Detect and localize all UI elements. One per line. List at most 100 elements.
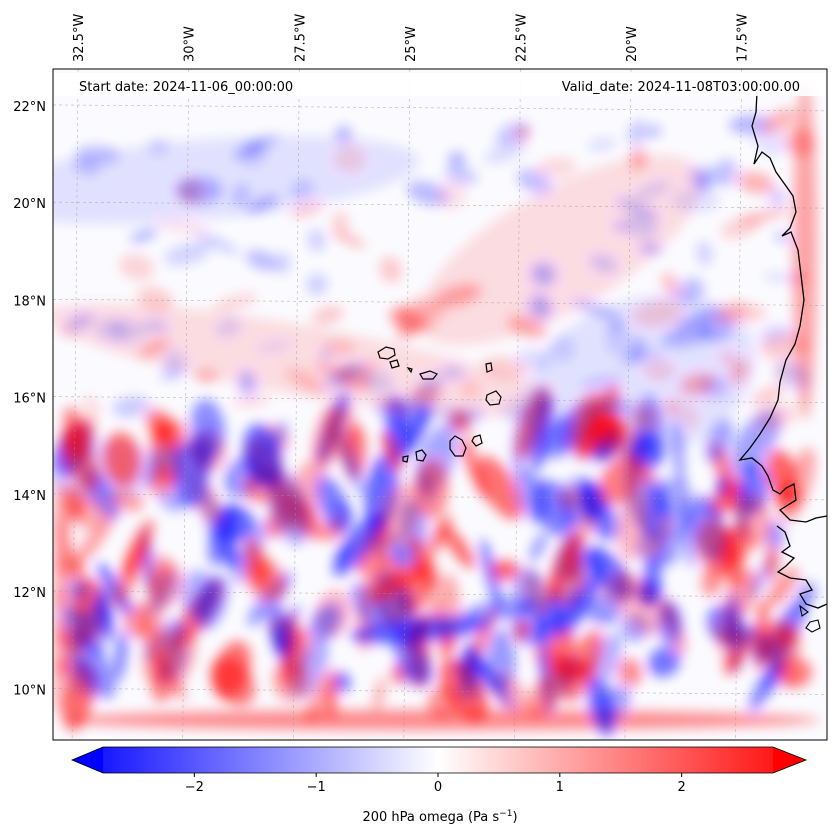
omega-blob (749, 658, 782, 712)
omega-blob (661, 326, 713, 347)
omega-blob (312, 306, 344, 325)
guinea-coastline (776, 525, 827, 609)
omega-blob (308, 603, 342, 644)
omega-blob (631, 404, 657, 432)
omega-blob (675, 278, 705, 304)
omega-blob (71, 510, 117, 571)
gridlines (53, 69, 827, 740)
lon-tick-label: 22.5°W (514, 14, 529, 62)
colorbar-max-extend (773, 747, 806, 773)
colorbar-label: 200 hPa omega (Pa s−1) (362, 809, 517, 825)
omega-blob (244, 539, 270, 588)
omega-blob (587, 137, 617, 152)
omega-blob (420, 405, 457, 422)
omega-blob (608, 316, 624, 334)
colorbar-min-extend (72, 747, 103, 773)
omega-blob (530, 262, 557, 287)
omega-blob (372, 676, 387, 711)
omega-blob (212, 293, 258, 312)
omega-blob (247, 195, 279, 213)
omega-blob (769, 189, 785, 206)
omega-blob (277, 251, 290, 275)
bijagos-islands (799, 604, 821, 633)
map-panel: Start date: 2024-11-06_00:00:00 Valid_da… (53, 69, 827, 740)
omega-blob (142, 629, 182, 685)
omega-blob (194, 370, 218, 382)
colorbar-outline (70, 746, 808, 774)
omega-blob (141, 319, 169, 334)
omega-blob (514, 621, 530, 641)
omega-blob (380, 482, 420, 548)
colorbar-tick-label: 1 (556, 780, 564, 795)
omega-blob (232, 135, 279, 159)
start-date-label: Start date: 2024-11-06_00:00:00 (79, 80, 293, 95)
lat-tick-label: 10°N (13, 683, 46, 698)
omega-blob (109, 489, 144, 512)
lat-tick-label: 18°N (13, 294, 46, 309)
omega-blob (60, 710, 820, 730)
omega-blob (612, 221, 631, 232)
omega-blob (157, 221, 208, 234)
omega-blob (215, 317, 242, 338)
colorbar: −2 −1 0 1 2 200 hPa omega (Pa s−1) (70, 746, 808, 825)
omega-blob (491, 560, 519, 580)
omega-blob (761, 108, 797, 134)
longitude-ticks: 32.5°W 30°W 27.5°W 25°W 22.5°W 20°W 17.5°W (72, 14, 750, 62)
omega-blob (320, 347, 333, 362)
omega-blob (380, 432, 403, 473)
omega-blob (529, 532, 548, 562)
lat-tick-label: 12°N (13, 586, 46, 601)
omega-blob (597, 684, 631, 721)
map-frame (52, 68, 828, 741)
omega-blob (122, 519, 154, 578)
omega-blob (379, 256, 403, 284)
omega-blob (616, 196, 660, 221)
omega-blob (291, 179, 314, 200)
omega-blob (231, 396, 271, 406)
omega-blob (648, 646, 681, 677)
omega-blob (632, 300, 684, 327)
omega-blob (175, 176, 223, 204)
omega-blob (671, 188, 721, 213)
omega-blob (507, 315, 547, 339)
omega-blob (444, 408, 484, 427)
omega-blob (696, 170, 710, 193)
colorbar-tick-label: −1 (307, 780, 326, 795)
meridian-line (71, 69, 79, 740)
colorbar-body (103, 747, 773, 773)
omega-blob (714, 158, 739, 186)
omega-blob (414, 459, 449, 520)
meridian-line (735, 69, 742, 740)
colorbar-tick-label: −2 (185, 780, 204, 795)
omega-blob (619, 351, 665, 365)
omega-blob (350, 616, 490, 644)
omega-blob (460, 379, 481, 399)
omega-blob (639, 243, 662, 254)
omega-blob (428, 514, 452, 555)
omega-blob (332, 211, 350, 232)
omega-blob (138, 338, 170, 358)
omega-blob (618, 658, 642, 687)
omega-blob (528, 294, 552, 320)
africa-coastline (738, 91, 827, 523)
omega-blob (460, 597, 540, 623)
omega-blob (675, 306, 723, 330)
valid-date-label: Valid_date: 2024-11-08T03:00:00.00 (562, 80, 800, 95)
omega-blob (311, 405, 339, 478)
omega-blob (444, 167, 478, 185)
omega-blob (272, 659, 310, 702)
omega-blob (306, 273, 328, 296)
omega-blob (63, 406, 84, 444)
meridian-line (403, 69, 411, 740)
omega-blob (268, 470, 309, 546)
omega-blob (147, 138, 170, 155)
omega-blob (159, 366, 184, 381)
omega-blob (722, 304, 767, 322)
omega-blob (647, 476, 674, 524)
omega-blob (475, 455, 523, 520)
omega-blob (335, 500, 354, 524)
omega-blob (217, 505, 254, 543)
meridian-line (624, 69, 632, 740)
omega-blob (331, 230, 366, 248)
